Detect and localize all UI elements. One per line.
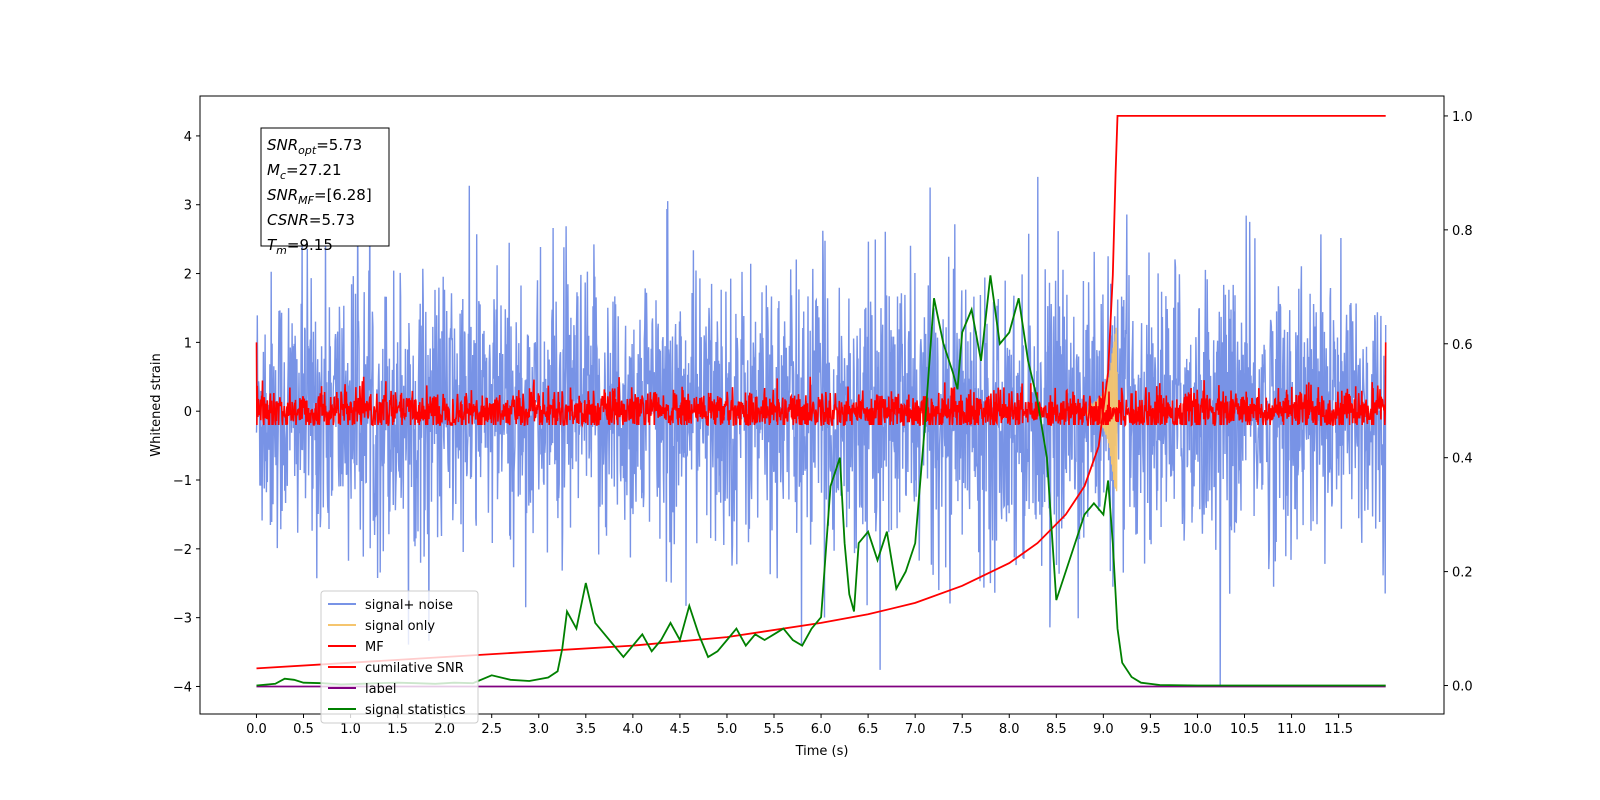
plot-frame — [199, 95, 1445, 715]
x-axis: 0.0 0.5 1.0 1.5 2.0 2.5 3.0 3.5 4.0 4.5 5.0 5.5 6.0 6… — [246, 714, 1353, 737]
legend-label: signal only — [365, 619, 435, 634]
annotation-frame — [260, 127, 390, 247]
x-tick-label: 3.5 — [575, 722, 596, 737]
series-signal-statistics — [256, 275, 1386, 687]
y-axis: −4 −3 −2 −1 0 1 2 3 4 — [173, 130, 200, 695]
legend-label: label — [365, 682, 396, 697]
x-tick-label: 10.0 — [1183, 722, 1212, 737]
x-tick-label: 0.5 — [293, 722, 314, 737]
x-tick-label: 7.0 — [905, 722, 926, 737]
annotation-line: SNRMF=[6.28] — [267, 186, 372, 207]
x-tick-label: 6.0 — [811, 722, 832, 737]
legend-label: signal+ noise — [365, 598, 453, 613]
legend: signal+ noise signal only MF cumilative SNR… — [320, 590, 479, 724]
y2-tick-label: 1.0 — [1452, 110, 1473, 125]
y-tick-label: 4 — [184, 130, 192, 145]
annotation-line: Tm=9.15 — [267, 236, 333, 257]
legend-label: MF — [365, 640, 384, 655]
annotation-line: Mc=27.21 — [267, 161, 342, 182]
y2-axis: 0.0 0.2 0.4 0.6 0.8 1.0 — [1444, 110, 1473, 695]
series-cumulative-snr — [256, 115, 1386, 670]
y-tick-label: 3 — [184, 199, 192, 214]
x-tick-label: 8.0 — [999, 722, 1020, 737]
legend-label: cumilative SNR — [365, 661, 464, 676]
annotation-box: SNRopt=5.73 Mc=27.21 SNRMF=[6.28] CSNR=5.73… — [260, 127, 390, 257]
y2-tick-label: 0.8 — [1452, 224, 1473, 239]
x-tick-label: 5.5 — [764, 722, 785, 737]
y-tick-label: −1 — [173, 474, 192, 489]
legend-frame — [320, 590, 479, 724]
series-mf — [255, 342, 1387, 428]
x-tick-label: 9.0 — [1093, 722, 1114, 737]
x-tick-label: 3.0 — [528, 722, 549, 737]
x-tick-label: 0.0 — [246, 722, 267, 737]
y-axis-label: Whitened strain — [149, 353, 164, 456]
x-tick-label: 5.0 — [717, 722, 738, 737]
y2-tick-label: 0.4 — [1452, 452, 1473, 467]
annotation-line: CSNR=5.73 — [267, 211, 355, 229]
x-tick-label: 11.0 — [1277, 722, 1306, 737]
y-tick-label: 1 — [184, 336, 192, 351]
y-tick-label: −2 — [173, 543, 192, 558]
x-tick-label: 9.5 — [1140, 722, 1161, 737]
x-tick-label: 4.0 — [623, 722, 644, 737]
y2-tick-label: 0.6 — [1452, 338, 1473, 353]
x-axis-label: Time (s) — [795, 744, 849, 759]
annotation-line: SNRopt=5.73 — [267, 136, 362, 157]
y-tick-label: 0 — [184, 405, 192, 420]
x-tick-label: 8.5 — [1046, 722, 1067, 737]
x-tick-label: 7.5 — [952, 722, 973, 737]
y-tick-label: 2 — [184, 268, 192, 283]
x-tick-label: 4.5 — [670, 722, 691, 737]
x-tick-label: 2.0 — [434, 722, 455, 737]
x-tick-label: 2.5 — [481, 722, 502, 737]
y2-tick-label: 0.0 — [1452, 680, 1473, 695]
x-tick-label: 1.5 — [387, 722, 408, 737]
x-tick-label: 11.5 — [1324, 722, 1353, 737]
y-tick-label: −3 — [173, 612, 192, 627]
x-tick-label: 6.5 — [858, 722, 879, 737]
legend-label: signal statistics — [365, 703, 466, 718]
x-tick-label: 10.5 — [1230, 722, 1259, 737]
y-tick-label: −4 — [173, 680, 192, 695]
x-tick-label: 1.0 — [340, 722, 361, 737]
y2-tick-label: 0.2 — [1452, 566, 1473, 581]
